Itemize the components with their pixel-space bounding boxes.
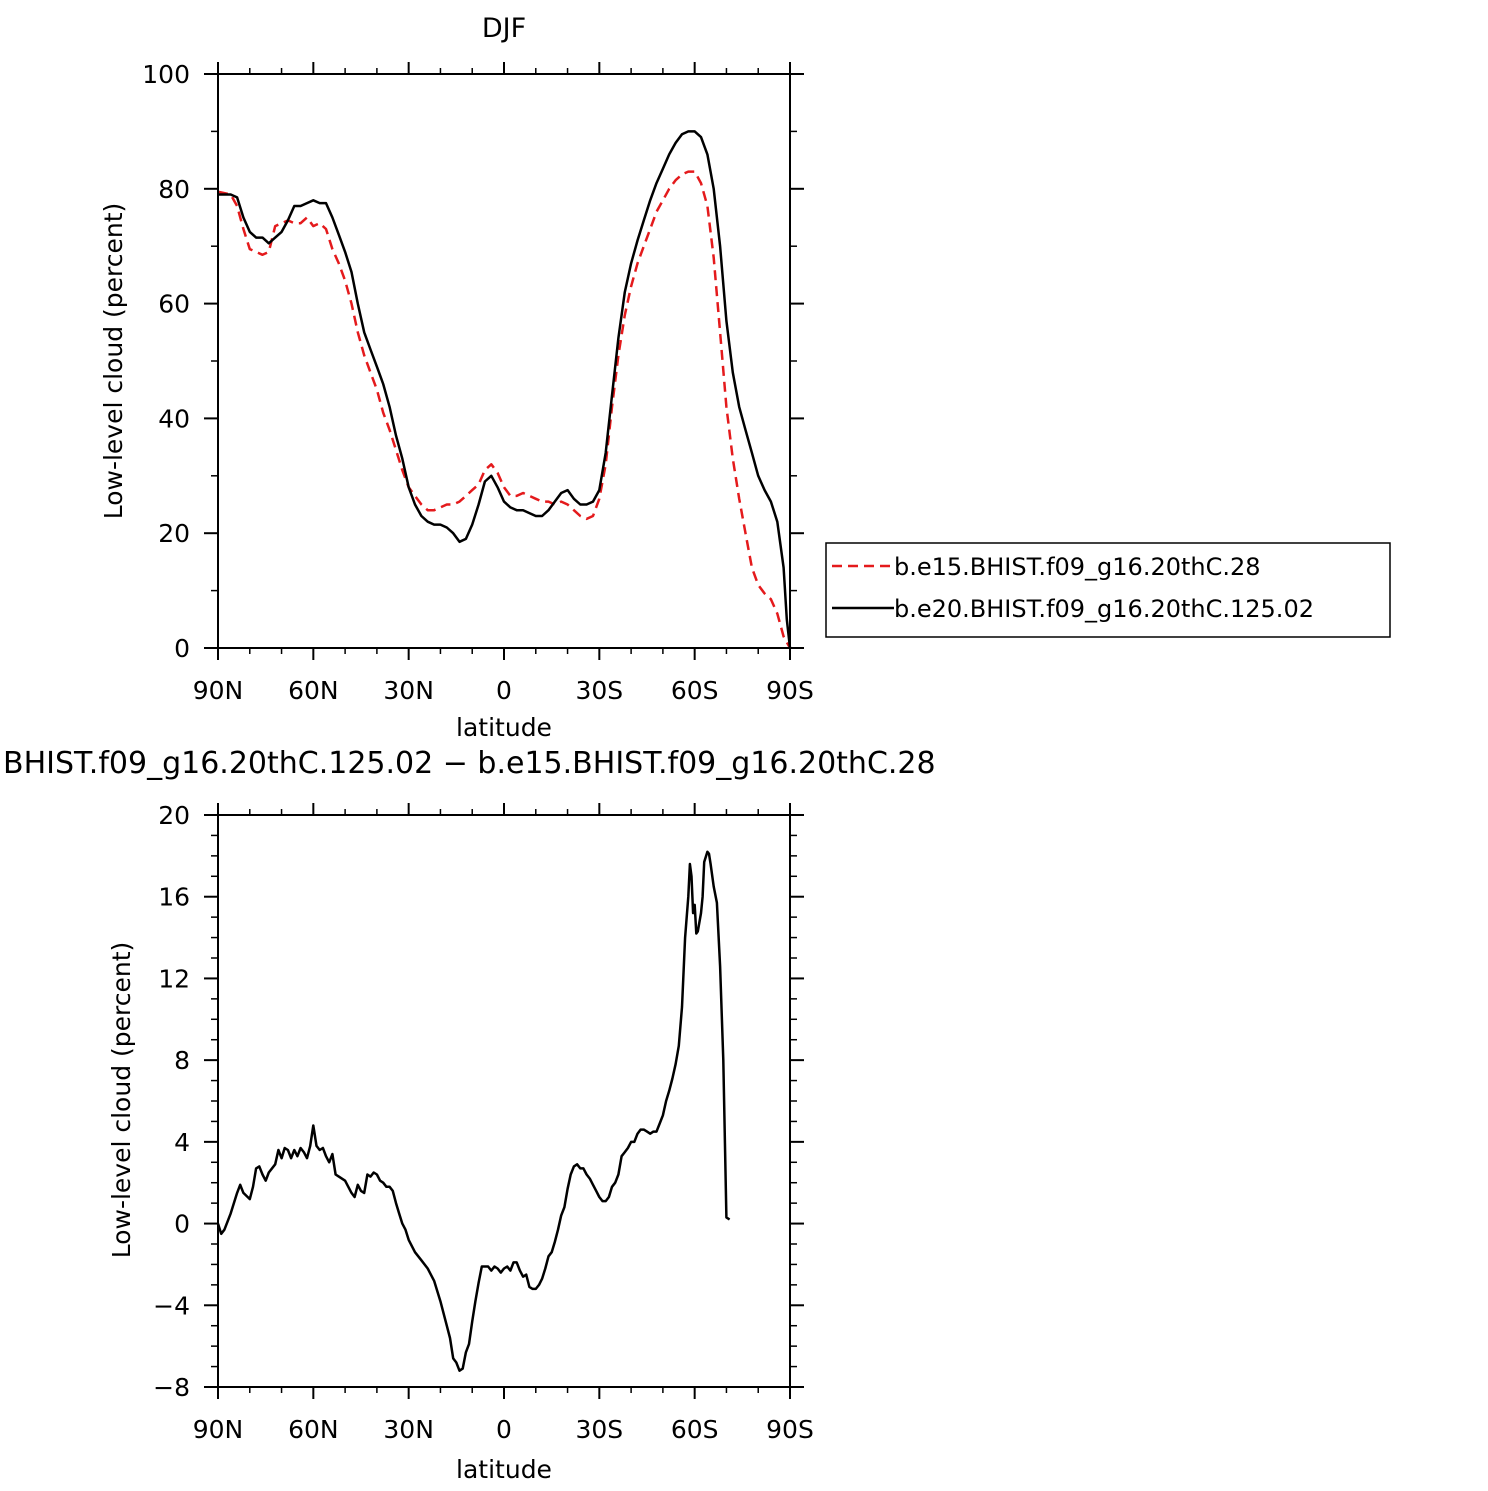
x-tick-label: 30S <box>575 1415 623 1444</box>
bottom-panel: BHIST.f09_g16.20thC.125.02 − b.e15.BHIST… <box>3 746 936 1484</box>
x-tick-label: 90N <box>193 1415 244 1444</box>
legend-label-e15: b.e15.BHIST.f09_g16.20thC.28 <box>894 553 1261 581</box>
x-tick-label: 60S <box>671 676 719 705</box>
bottom-x-axis-label: latitude <box>456 1455 552 1484</box>
y-tick-label: 8 <box>174 1046 190 1075</box>
y-tick-label: 60 <box>158 290 190 319</box>
bottom-plot-frame <box>217 814 791 1388</box>
legend-box <box>825 542 1391 638</box>
y-tick-label: 40 <box>158 404 190 433</box>
bottom-y-axis-label: Low-level cloud (percent) <box>107 942 136 1259</box>
y-tick-label: 20 <box>158 801 190 830</box>
x-tick-label: 30N <box>383 676 434 705</box>
y-tick-label: 16 <box>158 883 190 912</box>
top-chart-title: DJF <box>482 13 526 44</box>
x-tick-label: 30S <box>575 676 623 705</box>
x-tick-label: 60N <box>288 1415 339 1444</box>
bottom-plot-marks <box>216 850 731 1372</box>
y-tick-label: 4 <box>174 1128 190 1157</box>
y-tick-label: 0 <box>174 1210 190 1239</box>
x-tick-label: 0 <box>496 676 512 705</box>
x-tick-label: 30N <box>383 1415 434 1444</box>
top-y-axis-label: Low-level cloud (percent) <box>99 203 128 520</box>
x-tick-label: 60N <box>288 676 339 705</box>
series-line-0 <box>217 170 792 649</box>
y-tick-label: 0 <box>174 634 190 663</box>
series-line-0 <box>216 850 731 1372</box>
y-tick-label: 80 <box>158 175 190 204</box>
x-tick-label: 90S <box>766 676 814 705</box>
y-tick-label: 20 <box>158 519 190 548</box>
x-tick-label: 90S <box>766 1415 814 1444</box>
series-line-1 <box>218 130 792 649</box>
x-tick-label: 60S <box>671 1415 719 1444</box>
y-tick-label: −8 <box>153 1373 190 1402</box>
y-tick-label: 12 <box>158 964 190 993</box>
x-tick-label: 90N <box>193 676 244 705</box>
x-tick-label: 0 <box>496 1415 512 1444</box>
top-axis-ticks: 90N 60N 30N 0 30S 60S 90S 0 20 40 60 80 100 <box>142 60 814 705</box>
y-tick-label: −4 <box>153 1291 190 1320</box>
top-plot-marks <box>217 130 792 649</box>
legend-label-e20: b.e20.BHIST.f09_g16.20thC.125.02 <box>894 595 1314 623</box>
bottom-axis-ticks: 90N 60N 30N 0 30S 60S 90S −8 −4 0 4 8 12 16 20 <box>153 801 814 1444</box>
legend: b.e15.BHIST.f09_g16.20thC.28 b.e20.BHIST… <box>825 542 1391 638</box>
bottom-chart-title: BHIST.f09_g16.20thC.125.02 − b.e15.BHIST… <box>3 746 936 781</box>
top-plot-frame <box>217 73 791 649</box>
y-tick-label: 100 <box>142 60 190 89</box>
top-panel: DJF Low-level cloud (percent) latitude 9… <box>99 13 814 742</box>
top-x-axis-label: latitude <box>456 713 552 742</box>
